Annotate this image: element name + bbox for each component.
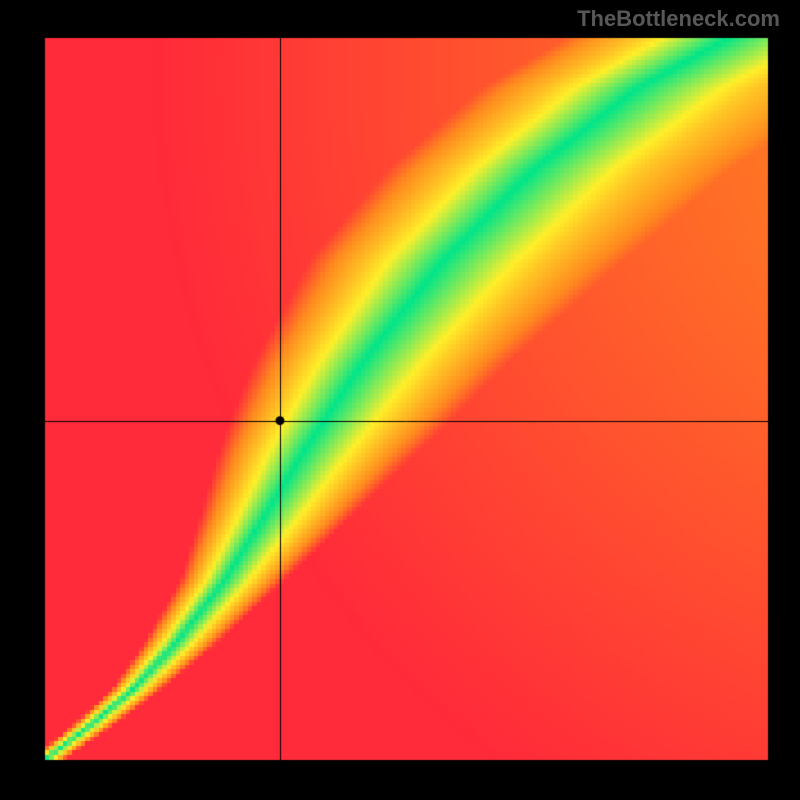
chart-container: TheBottleneck.com	[0, 0, 800, 800]
heatmap-canvas	[0, 0, 800, 800]
